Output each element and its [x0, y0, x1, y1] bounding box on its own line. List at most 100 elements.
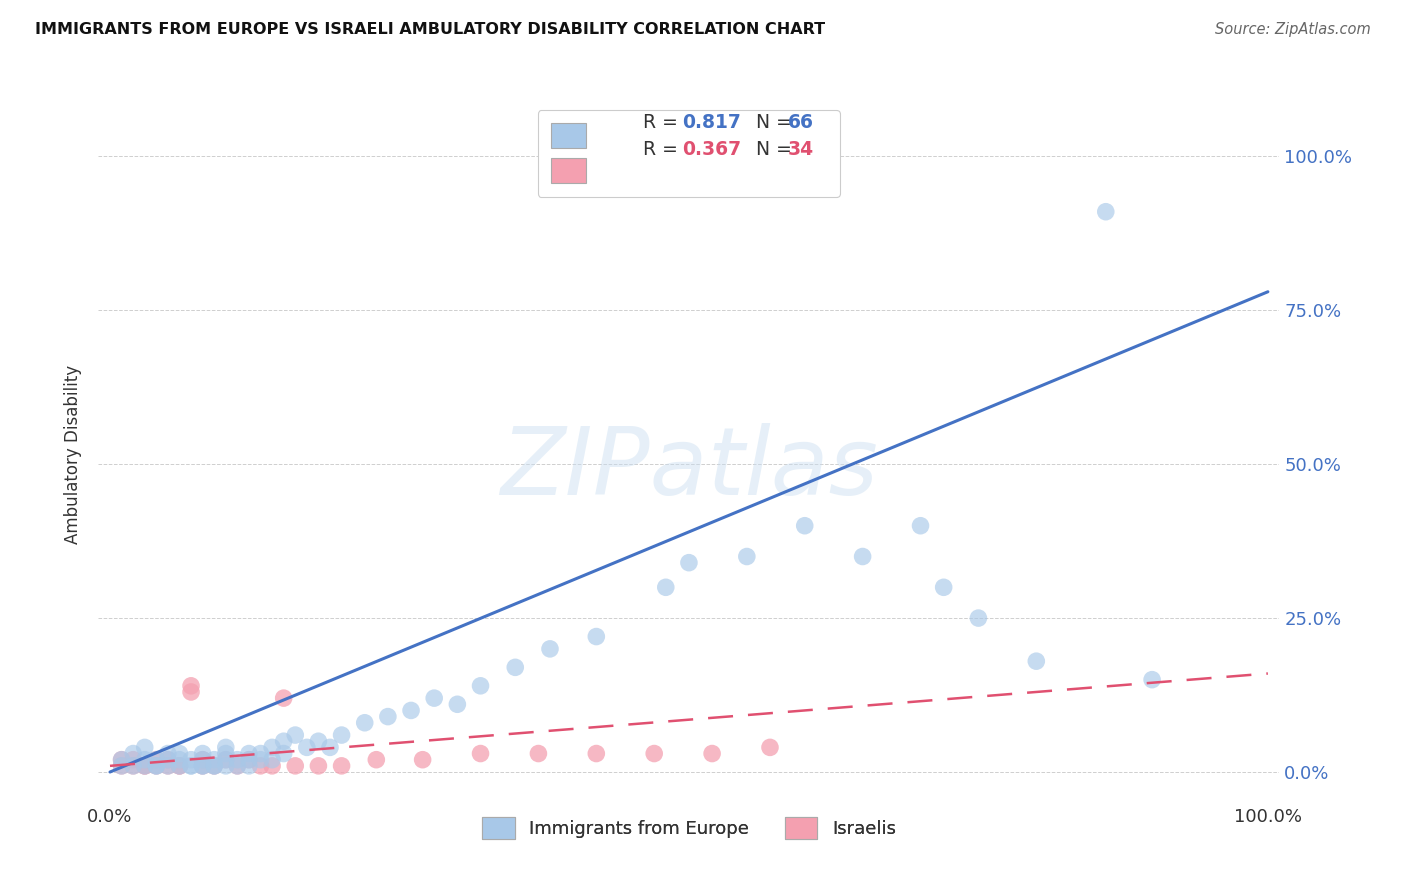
Point: [319, 740, 342, 755]
Point: [191, 759, 214, 773]
Point: [169, 759, 191, 773]
Point: [585, 747, 607, 761]
Point: [262, 740, 284, 755]
Text: R =: R =: [643, 140, 685, 159]
Point: [967, 611, 990, 625]
Point: [169, 759, 191, 773]
Point: [110, 753, 132, 767]
Point: [353, 715, 375, 730]
Point: [156, 759, 179, 773]
Point: [145, 753, 167, 767]
Point: [226, 753, 249, 767]
Point: [202, 759, 225, 773]
Point: [377, 709, 399, 723]
Point: [700, 747, 723, 761]
Point: [910, 518, 932, 533]
Point: [238, 753, 260, 767]
Point: [470, 747, 492, 761]
Point: [262, 759, 284, 773]
Point: [423, 691, 446, 706]
Point: [295, 740, 318, 755]
Text: ZIPatlas: ZIPatlas: [501, 424, 877, 515]
Point: [156, 753, 179, 767]
Point: [284, 728, 307, 742]
Text: 34: 34: [787, 140, 814, 159]
Text: N =: N =: [745, 113, 799, 132]
Text: N =: N =: [745, 140, 799, 159]
Point: [180, 759, 202, 773]
Point: [249, 747, 271, 761]
Point: [180, 685, 202, 699]
Point: [446, 698, 468, 712]
Point: [202, 753, 225, 767]
Point: [156, 759, 179, 773]
Point: [759, 740, 782, 755]
Point: [145, 753, 167, 767]
Point: [134, 759, 156, 773]
Point: [134, 759, 156, 773]
Point: [156, 747, 179, 761]
Point: [180, 679, 202, 693]
Point: [134, 740, 156, 755]
Point: [191, 747, 214, 761]
Point: [226, 759, 249, 773]
Point: [735, 549, 758, 564]
Point: [169, 759, 191, 773]
Point: [122, 759, 145, 773]
Point: [238, 753, 260, 767]
Point: [412, 753, 434, 767]
Point: [307, 759, 329, 773]
Text: 0.367: 0.367: [683, 140, 742, 159]
Point: [215, 747, 238, 761]
Point: [366, 753, 388, 767]
Point: [202, 759, 225, 773]
Point: [180, 759, 202, 773]
Point: [470, 679, 492, 693]
Point: [527, 747, 550, 761]
Point: [330, 728, 353, 742]
Point: [145, 759, 167, 773]
Point: [145, 759, 167, 773]
Text: 66: 66: [787, 113, 814, 132]
Point: [238, 759, 260, 773]
Point: [852, 549, 875, 564]
Point: [678, 556, 700, 570]
Point: [191, 759, 214, 773]
Point: [238, 747, 260, 761]
Point: [110, 753, 132, 767]
Point: [215, 753, 238, 767]
Point: [134, 759, 156, 773]
Point: [169, 747, 191, 761]
Point: [122, 753, 145, 767]
Text: Source: ZipAtlas.com: Source: ZipAtlas.com: [1215, 22, 1371, 37]
Point: [191, 753, 214, 767]
Point: [273, 734, 295, 748]
Point: [655, 580, 678, 594]
Point: [1094, 204, 1116, 219]
Point: [122, 747, 145, 761]
Point: [273, 691, 295, 706]
Point: [1025, 654, 1047, 668]
Point: [110, 759, 132, 773]
Legend: Immigrants from Europe, Israelis: Immigrants from Europe, Israelis: [475, 809, 903, 846]
Point: [932, 580, 955, 594]
Point: [793, 518, 815, 533]
Point: [110, 759, 132, 773]
Point: [156, 753, 179, 767]
Point: [191, 759, 214, 773]
Point: [226, 759, 249, 773]
Point: [122, 759, 145, 773]
Point: [249, 753, 271, 767]
Y-axis label: Ambulatory Disability: Ambulatory Disability: [65, 366, 83, 544]
Point: [538, 641, 561, 656]
Point: [202, 759, 225, 773]
Point: [169, 753, 191, 767]
Point: [145, 759, 167, 773]
Point: [585, 630, 607, 644]
Point: [273, 747, 295, 761]
Point: [307, 734, 329, 748]
Point: [215, 753, 238, 767]
Text: R =: R =: [643, 113, 685, 132]
Text: 0.817: 0.817: [683, 113, 741, 132]
Point: [503, 660, 526, 674]
